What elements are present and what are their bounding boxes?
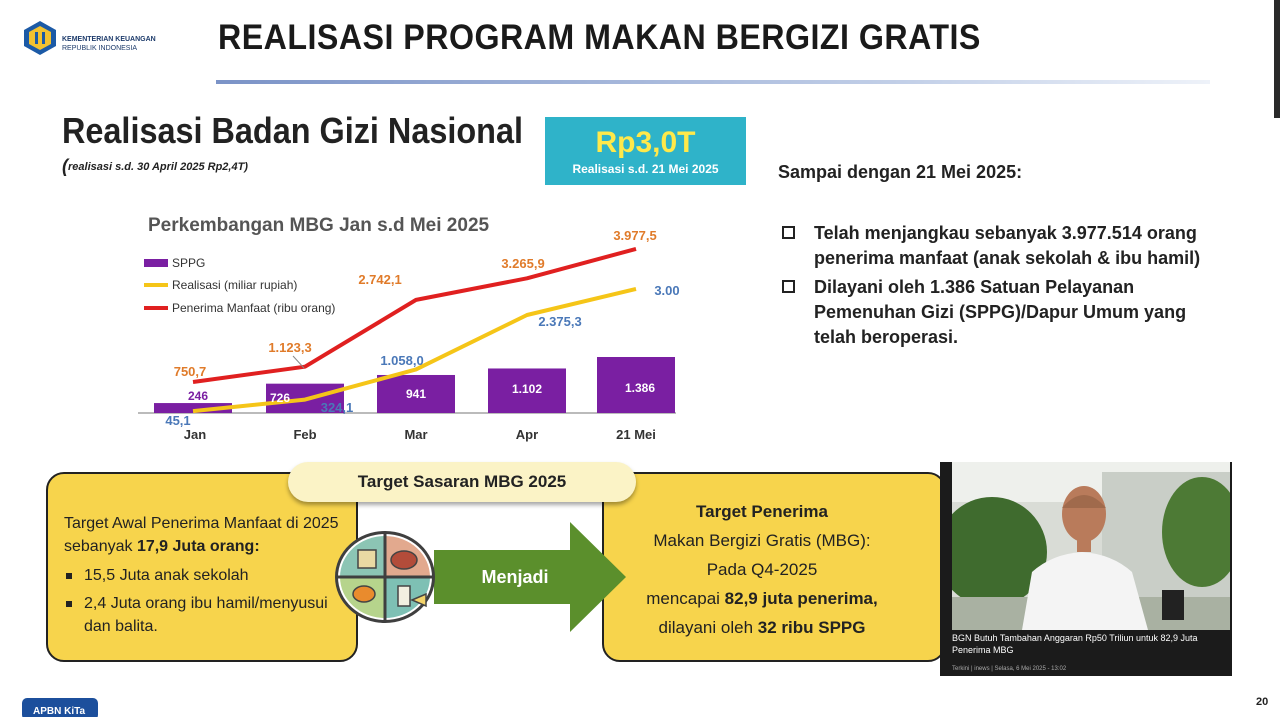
apbn-badge: APBN KiTa <box>22 698 98 717</box>
arrow-icon <box>434 522 626 632</box>
label-penerima-2: 2.742,1 <box>358 272 401 287</box>
org-name: KEMENTERIAN KEUANGAN REPUBLIK INDONESIA <box>62 35 156 53</box>
page-number: 20 <box>1256 696 1269 708</box>
scrollbar[interactable] <box>1274 0 1280 118</box>
legend-label-realisasi: Realisasi (miliar rupiah) <box>172 278 297 292</box>
realisasi-highlight: Rp3,0T Realisasi s.d. 21 Mei 2025 <box>545 117 746 185</box>
label-penerima-0: 750,7 <box>174 364 207 379</box>
page-title: REALISASI PROGRAM MAKAN BERGIZI GRATIS <box>218 18 981 57</box>
new-target-line2: Pada Q4-2025 <box>706 560 818 579</box>
tick-label-1: Feb <box>293 427 316 442</box>
label-sppg-1: 726 <box>270 391 290 405</box>
mbg-chart: Perkembangan MBG Jan s.d Mei 2025 SPPG R… <box>138 215 680 442</box>
label-realisasi-0: 45,1 <box>165 413 190 428</box>
video-frame <box>952 462 1230 630</box>
initial-target-text: Target Awal Penerima Manfaat di 2025 seb… <box>64 512 354 558</box>
chart-title: Perkembangan MBG Jan s.d Mei 2025 <box>148 215 490 236</box>
label-penerima-4: 3.977,5 <box>613 228 656 243</box>
new-target-line1: Makan Bergizi Gratis (MBG): <box>653 531 871 550</box>
initial-target-list: 15,5 Juta anak sekolah 2,4 Juta orang ib… <box>64 564 344 643</box>
org-name-line1: KEMENTERIAN KEUANGAN <box>62 36 156 43</box>
new-target-line3: mencapai 82,9 juta penerima, <box>612 584 912 613</box>
label-realisasi-4: 3.006,1 <box>654 283 680 298</box>
line-realisasi <box>192 287 637 414</box>
label-sppg-4: 1.386 <box>625 381 655 395</box>
bar-sppg-mar <box>377 374 455 413</box>
label-sppg-2: 941 <box>406 387 426 401</box>
info-list: Telah menjangkau sebanyak 3.977.514 oran… <box>778 221 1228 354</box>
subtitle-paren: ( <box>62 156 68 176</box>
legend-label-sppg: SPPG <box>172 256 205 270</box>
label-sppg-3: 1.102 <box>512 382 542 396</box>
new-target-sppg: 32 ribu SPPG <box>757 618 866 637</box>
label-sppg-0: 246 <box>188 389 208 403</box>
label-realisasi-3: 2.375,3 <box>538 314 581 329</box>
info-item: Telah menjangkau sebanyak 3.977.514 oran… <box>778 221 1228 271</box>
chart-plot: 246 726 941 1.102 1.386 45,1 324,1 1.058,0 2.375… <box>154 228 680 442</box>
label-penerima-1: 1.123,3 <box>268 340 311 355</box>
list-item: 15,5 Juta anak sekolah <box>64 564 344 587</box>
initial-target-panel <box>46 472 358 662</box>
new-target-line4: dilayani oleh 32 ribu SPPG <box>612 613 912 642</box>
new-target-line3a: mencapai <box>646 589 725 608</box>
new-target-line4a: dilayani oleh <box>658 618 758 637</box>
tick-label-0: Jan <box>184 427 206 442</box>
bar-sppg-21-mei <box>597 357 675 413</box>
legend-swatch-sppg <box>144 259 168 267</box>
new-target-text: Target Penerima Makan Bergizi Gratis (MB… <box>612 497 912 642</box>
highlight-value: Rp3,0T <box>595 126 696 159</box>
label-penerima-3: 3.265,9 <box>501 256 544 271</box>
video-panel[interactable] <box>940 462 1232 676</box>
tick-label-2: Mar <box>404 427 427 442</box>
info-item-text: Telah menjangkau sebanyak 3.977.514 oran… <box>814 223 1201 268</box>
info-item-text: Dilayani oleh 1.386 Satuan Pelayanan Pem… <box>814 277 1187 347</box>
tick-label-3: Apr <box>516 427 538 442</box>
kemenkeu-logo <box>24 21 56 55</box>
line-penerima <box>192 246 637 384</box>
list-item: 2,4 Juta orang ibu hamil/menyusui dan ba… <box>64 592 344 638</box>
highlight-label: Realisasi s.d. 21 Mei 2025 <box>572 162 719 176</box>
checkbox-icon <box>782 226 795 239</box>
label-realisasi-1: 324,1 <box>321 400 354 415</box>
leader-line <box>292 355 305 369</box>
label-realisasi-2: 1.058,0 <box>380 353 423 368</box>
initial-target-intro: Target Awal Penerima Manfaat di 2025 seb… <box>64 515 339 555</box>
bar-sppg-apr <box>488 368 566 413</box>
info-item: Dilayani oleh 1.386 Satuan Pelayanan Pem… <box>778 275 1228 350</box>
section-title: Realisasi Badan Gizi Nasional <box>62 110 523 151</box>
chart-legend: SPPG Realisasi (miliar rupiah) Penerima … <box>144 256 335 315</box>
org-name-line2: REPUBLIK INDONESIA <box>62 45 138 52</box>
video-source: Terkini | inews | Selasa, 6 Mei 2025 - 1… <box>952 666 1067 672</box>
bar-sppg-jan <box>154 403 232 413</box>
info-title: Sampai dengan 21 Mei 2025: <box>778 162 1023 182</box>
checkbox-icon <box>782 280 795 293</box>
target-pill: Target Sasaran MBG 2025 <box>288 462 636 502</box>
new-target-title: Target Penerima <box>696 502 828 521</box>
food-icon <box>335 531 435 623</box>
legend-label-penerima: Penerima Manfaat (ribu orang) <box>172 301 335 315</box>
video-caption-bg <box>940 630 1232 676</box>
subtitle-text: realisasi s.d. 30 April 2025 Rp2,4T) <box>68 161 248 173</box>
title-divider <box>216 80 1210 84</box>
section-subtitle: (realisasi s.d. 30 April 2025 Rp2,4T) <box>62 156 248 177</box>
tick-label-4: 21 Mei <box>616 427 656 442</box>
initial-target-count: 17,9 Juta orang: <box>136 538 260 555</box>
new-target-recipients: 82,9 juta penerima, <box>724 589 878 608</box>
video-caption: BGN Butuh Tambahan Anggaran Rp50 Triliun… <box>952 633 1198 655</box>
arrow-label: Menjadi <box>481 567 549 587</box>
